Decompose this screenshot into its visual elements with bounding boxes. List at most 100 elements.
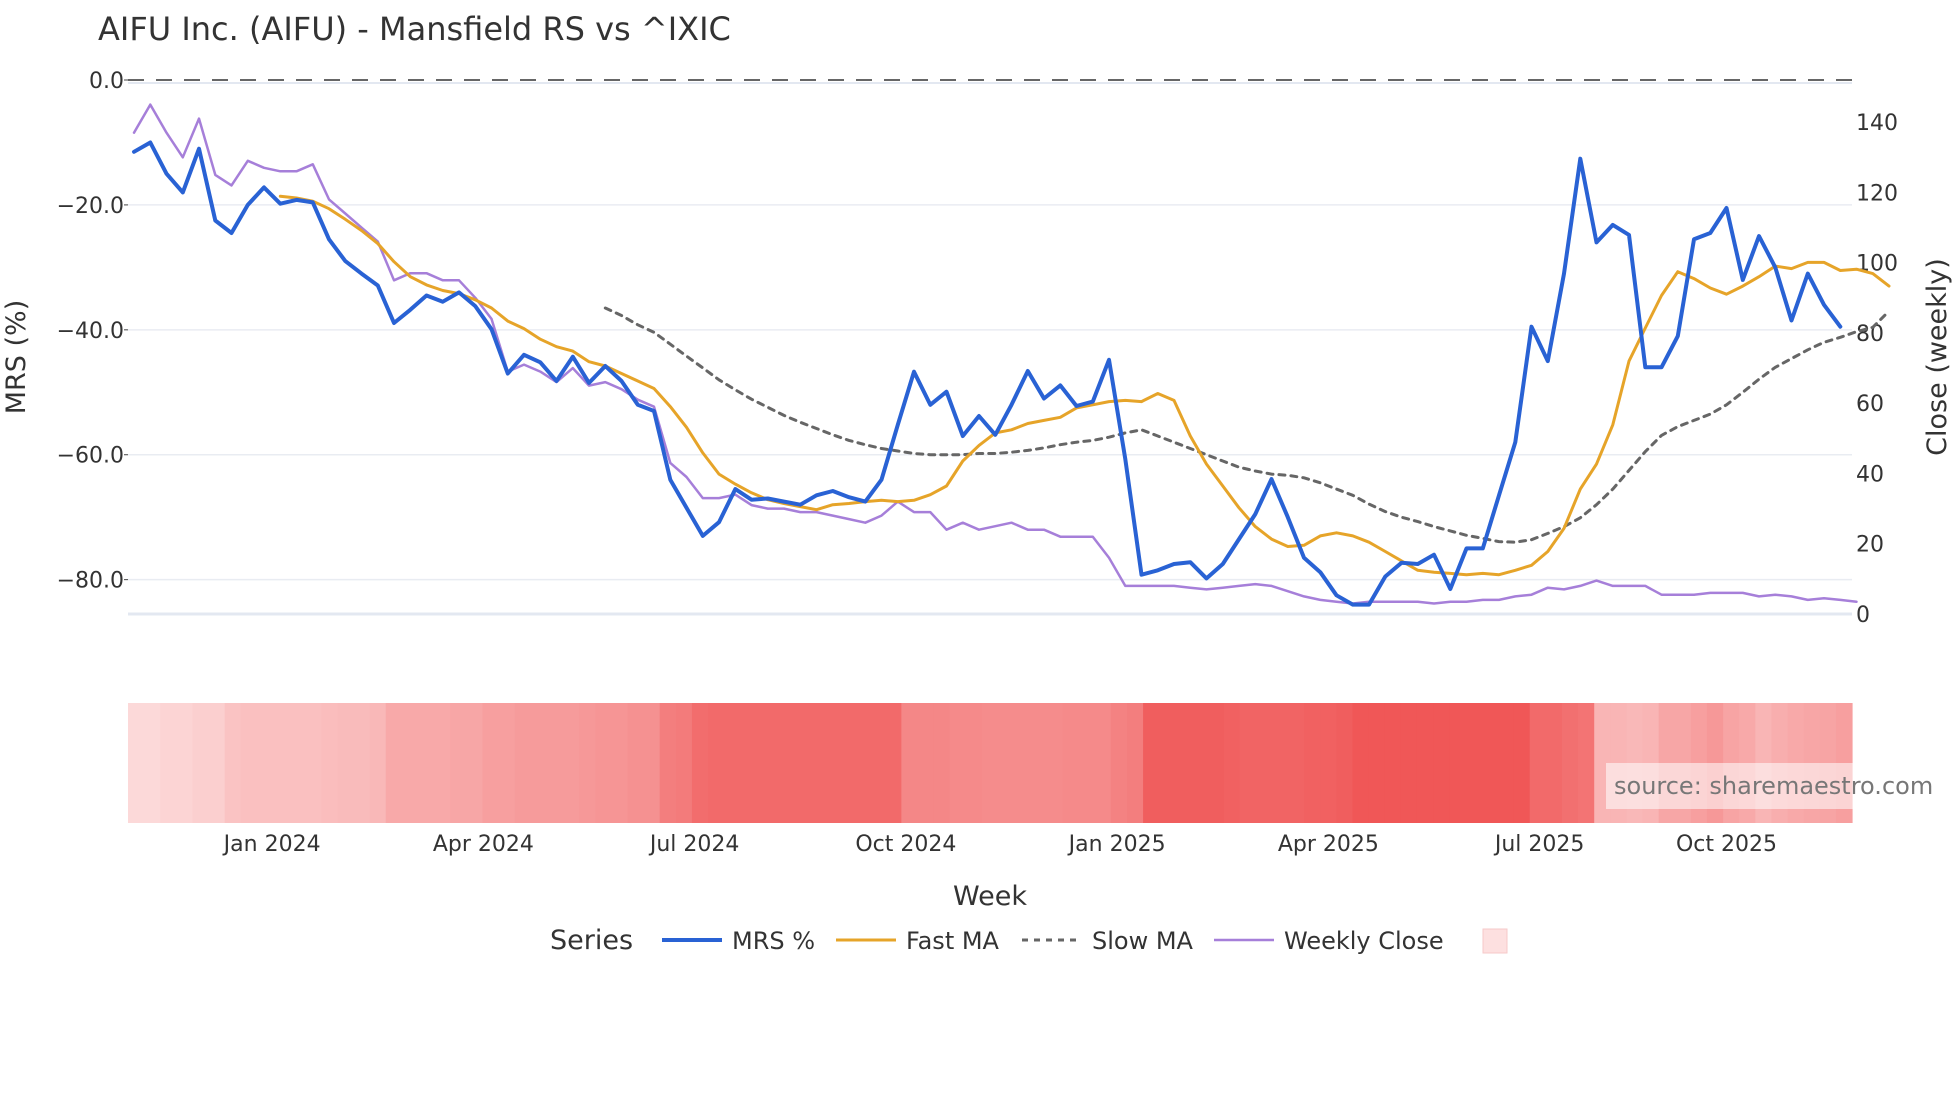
heatmap-cell (981, 703, 999, 823)
y-right-tick-label: 80 (1856, 322, 1884, 347)
series-layer (132, 103, 1891, 607)
x-tick-label: Apr 2024 (433, 832, 534, 857)
y-right-tick-label: 20 (1856, 533, 1884, 558)
heatmap-cell (256, 703, 274, 823)
heatmap-cell (1320, 703, 1338, 823)
heatmap-cell (401, 703, 419, 823)
heatmap-cell (1545, 703, 1563, 823)
heatmap-cell (804, 703, 822, 823)
x-axis-ticks: Jan 2024 Apr 2024 Jul 2024 Oct 2024 Jan 2025… (222, 832, 1777, 857)
heatmap-cell (740, 703, 757, 823)
heatmap-cell (160, 703, 177, 823)
heatmap-cell (1126, 703, 1144, 823)
heatmap-cell (385, 703, 403, 823)
y-left-tick-label: −60.0 (57, 444, 124, 469)
y-left-tick-label: −20.0 (57, 194, 124, 219)
heatmap-cell (675, 703, 693, 823)
heatmap-cell (1207, 703, 1225, 823)
y-left-tick-label: −80.0 (57, 569, 124, 594)
heatmap-cell (756, 703, 774, 823)
heatmap-cell (1271, 703, 1289, 823)
heatmap-cell (917, 703, 935, 823)
heatmap-cell (772, 703, 790, 823)
heatmap-cell (208, 703, 226, 823)
heatmap-cell (482, 703, 500, 823)
right-axis-ticks: 0 20 40 60 80 100 120 140 (1856, 111, 1898, 628)
heatmap-cell (450, 703, 467, 823)
heatmap-cell (321, 703, 339, 823)
heatmap-cell (1046, 703, 1064, 823)
heatmap-cell (1030, 703, 1047, 823)
heatmap-cell (1416, 703, 1434, 823)
heatmap-cell (1159, 703, 1176, 823)
heatmap-cell (627, 703, 645, 823)
heatmap-cell (144, 703, 161, 823)
heatmap-cell (691, 703, 709, 823)
heatmap-cell (1384, 703, 1402, 823)
heatmap-cell (965, 703, 983, 823)
y-right-tick-label: 40 (1856, 462, 1884, 487)
x-tick-label: Oct 2025 (1676, 832, 1777, 857)
heatmap-cell (128, 703, 145, 823)
heatmap-cell (1255, 703, 1273, 823)
heatmap-cell (1449, 703, 1466, 823)
series-line-weekly-close (132, 103, 1858, 605)
heatmap-cell (869, 703, 886, 823)
heatmap-cell (1062, 703, 1080, 823)
heatmap-cell (305, 703, 322, 823)
heatmap-cell (1529, 703, 1547, 823)
heatmap-cell (820, 703, 838, 823)
y-left-tick-label: −40.0 (57, 319, 124, 344)
x-tick-label: Jan 2025 (1067, 832, 1166, 857)
heatmap-cell (418, 703, 435, 823)
y-right-tick-label: 100 (1856, 252, 1898, 277)
heatmap-cell (643, 703, 661, 823)
x-axis-title: Week (953, 881, 1027, 912)
heatmap-cell (289, 703, 306, 823)
heatmap-cell (1336, 703, 1354, 823)
heatmap-cell (1481, 703, 1499, 823)
left-axis-title: MRS (%) (1, 300, 32, 415)
heatmap-cell (1239, 703, 1257, 823)
heatmap-cell (1094, 703, 1112, 823)
heatmap-cell (595, 703, 612, 823)
x-tick-label: Oct 2024 (855, 832, 956, 857)
heatmap-cell (998, 703, 1015, 823)
y-right-tick-label: 60 (1856, 392, 1884, 417)
heatmap-cell (563, 703, 580, 823)
heatmap-cell (1578, 703, 1595, 823)
x-tick-label: Jan 2024 (222, 832, 321, 857)
source-annotation: source: sharemaestro.com (1614, 772, 1933, 800)
left-axis-ticks: 0.0 −20.0 −40.0 −60.0 −80.0 (57, 69, 128, 594)
heatmap-cell (1288, 703, 1305, 823)
heatmap-cell (1078, 703, 1096, 823)
y-right-tick-label: 140 (1856, 111, 1898, 136)
heatmap-cell (1110, 703, 1128, 823)
heatmap-cell (1465, 703, 1483, 823)
heatmap-cell (788, 703, 806, 823)
heatmap-cell (530, 703, 548, 823)
heatmap-cell (1497, 703, 1515, 823)
heatmap-cell (1352, 703, 1370, 823)
heatmap-cell (1513, 703, 1531, 823)
heatmap-cell (176, 703, 194, 823)
heatmap-cell (240, 703, 258, 823)
heatmap-cell (836, 703, 854, 823)
heatmap-cell (1561, 703, 1579, 823)
heatmap-cell (434, 703, 451, 823)
heatmap-cell (1191, 703, 1209, 823)
heatmap-cell (192, 703, 210, 823)
heatmap-cell (1223, 703, 1241, 823)
legend: Series MRS % Fast MA Slow MA Weekly Close (550, 925, 1508, 956)
heatmap-cell (466, 703, 484, 823)
legend-label: Weekly Close (1284, 927, 1444, 955)
heatmap-cell (498, 703, 516, 823)
heatmap-cell (611, 703, 629, 823)
heatmap-cell (853, 703, 870, 823)
heatmap-cell (514, 703, 532, 823)
heatmap-cell (1304, 703, 1321, 823)
heatmap-cell (659, 703, 677, 823)
series-line-fast-ma (278, 194, 1891, 577)
legend-label: Fast MA (906, 927, 1000, 955)
